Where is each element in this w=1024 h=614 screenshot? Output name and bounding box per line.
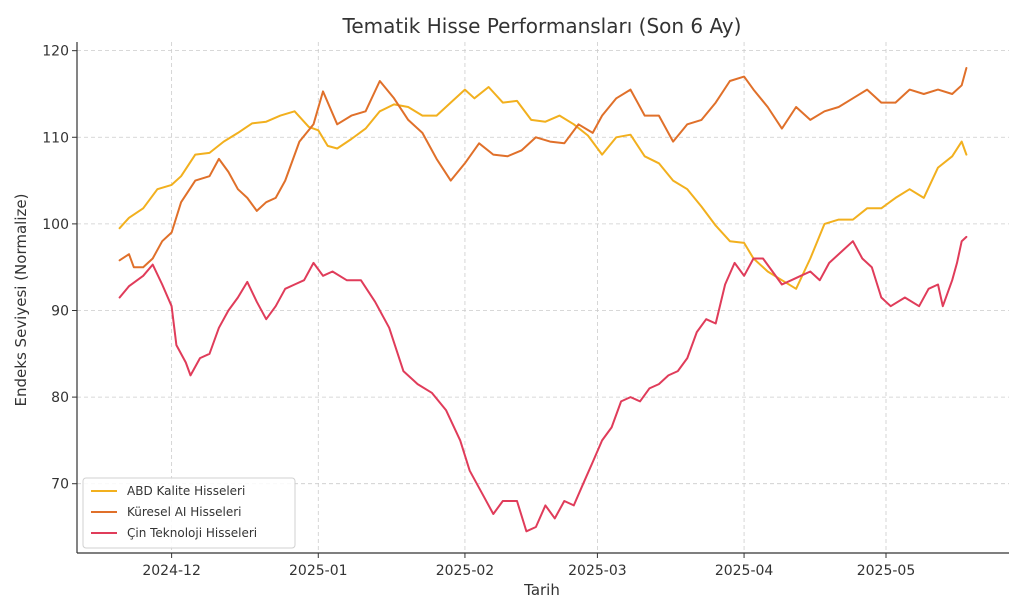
legend: ABD Kalite Hisseleri Küresel AI Hisseleri… (82, 477, 296, 549)
series-line-2 (118, 235, 968, 533)
legend-label: Çin Teknoloji Hisseleri (127, 526, 257, 540)
series-lines (118, 67, 968, 533)
chart-title: Tematik Hisse Performansları (Son 6 Ay) (342, 14, 742, 38)
y-tick-label: 70 (51, 477, 69, 493)
y-ticks: 70 80 90 100 110 120 (42, 44, 77, 493)
axes (76, 42, 1009, 554)
legend-label: Küresel AI Hisseleri (127, 505, 242, 519)
y-tick-label: 110 (42, 130, 69, 146)
y-axis-label: Endeks Seviyesi (Normalize) (12, 194, 30, 407)
x-tick-label: 2025-02 (436, 563, 495, 579)
y-tick-label: 120 (42, 44, 69, 60)
legend-box (82, 477, 296, 549)
x-axis-label: Tarih (523, 581, 560, 599)
x-tick-label: 2025-05 (857, 563, 916, 579)
grid (77, 42, 1009, 553)
x-tick-label: 2025-03 (568, 563, 627, 579)
y-tick-label: 90 (51, 303, 69, 319)
x-tick-label: 2025-01 (289, 563, 348, 579)
legend-label: ABD Kalite Hisseleri (127, 484, 245, 498)
series-line-0 (118, 86, 968, 290)
x-tick-label: 2024-12 (142, 563, 201, 579)
x-ticks: 2024-12 2025-01 2025-02 2025-03 2025-04 2025-… (142, 553, 915, 579)
y-tick-label: 80 (51, 390, 69, 406)
y-tick-label: 100 (42, 217, 69, 233)
x-tick-label: 2025-04 (715, 563, 774, 579)
series-line-1 (118, 67, 968, 269)
